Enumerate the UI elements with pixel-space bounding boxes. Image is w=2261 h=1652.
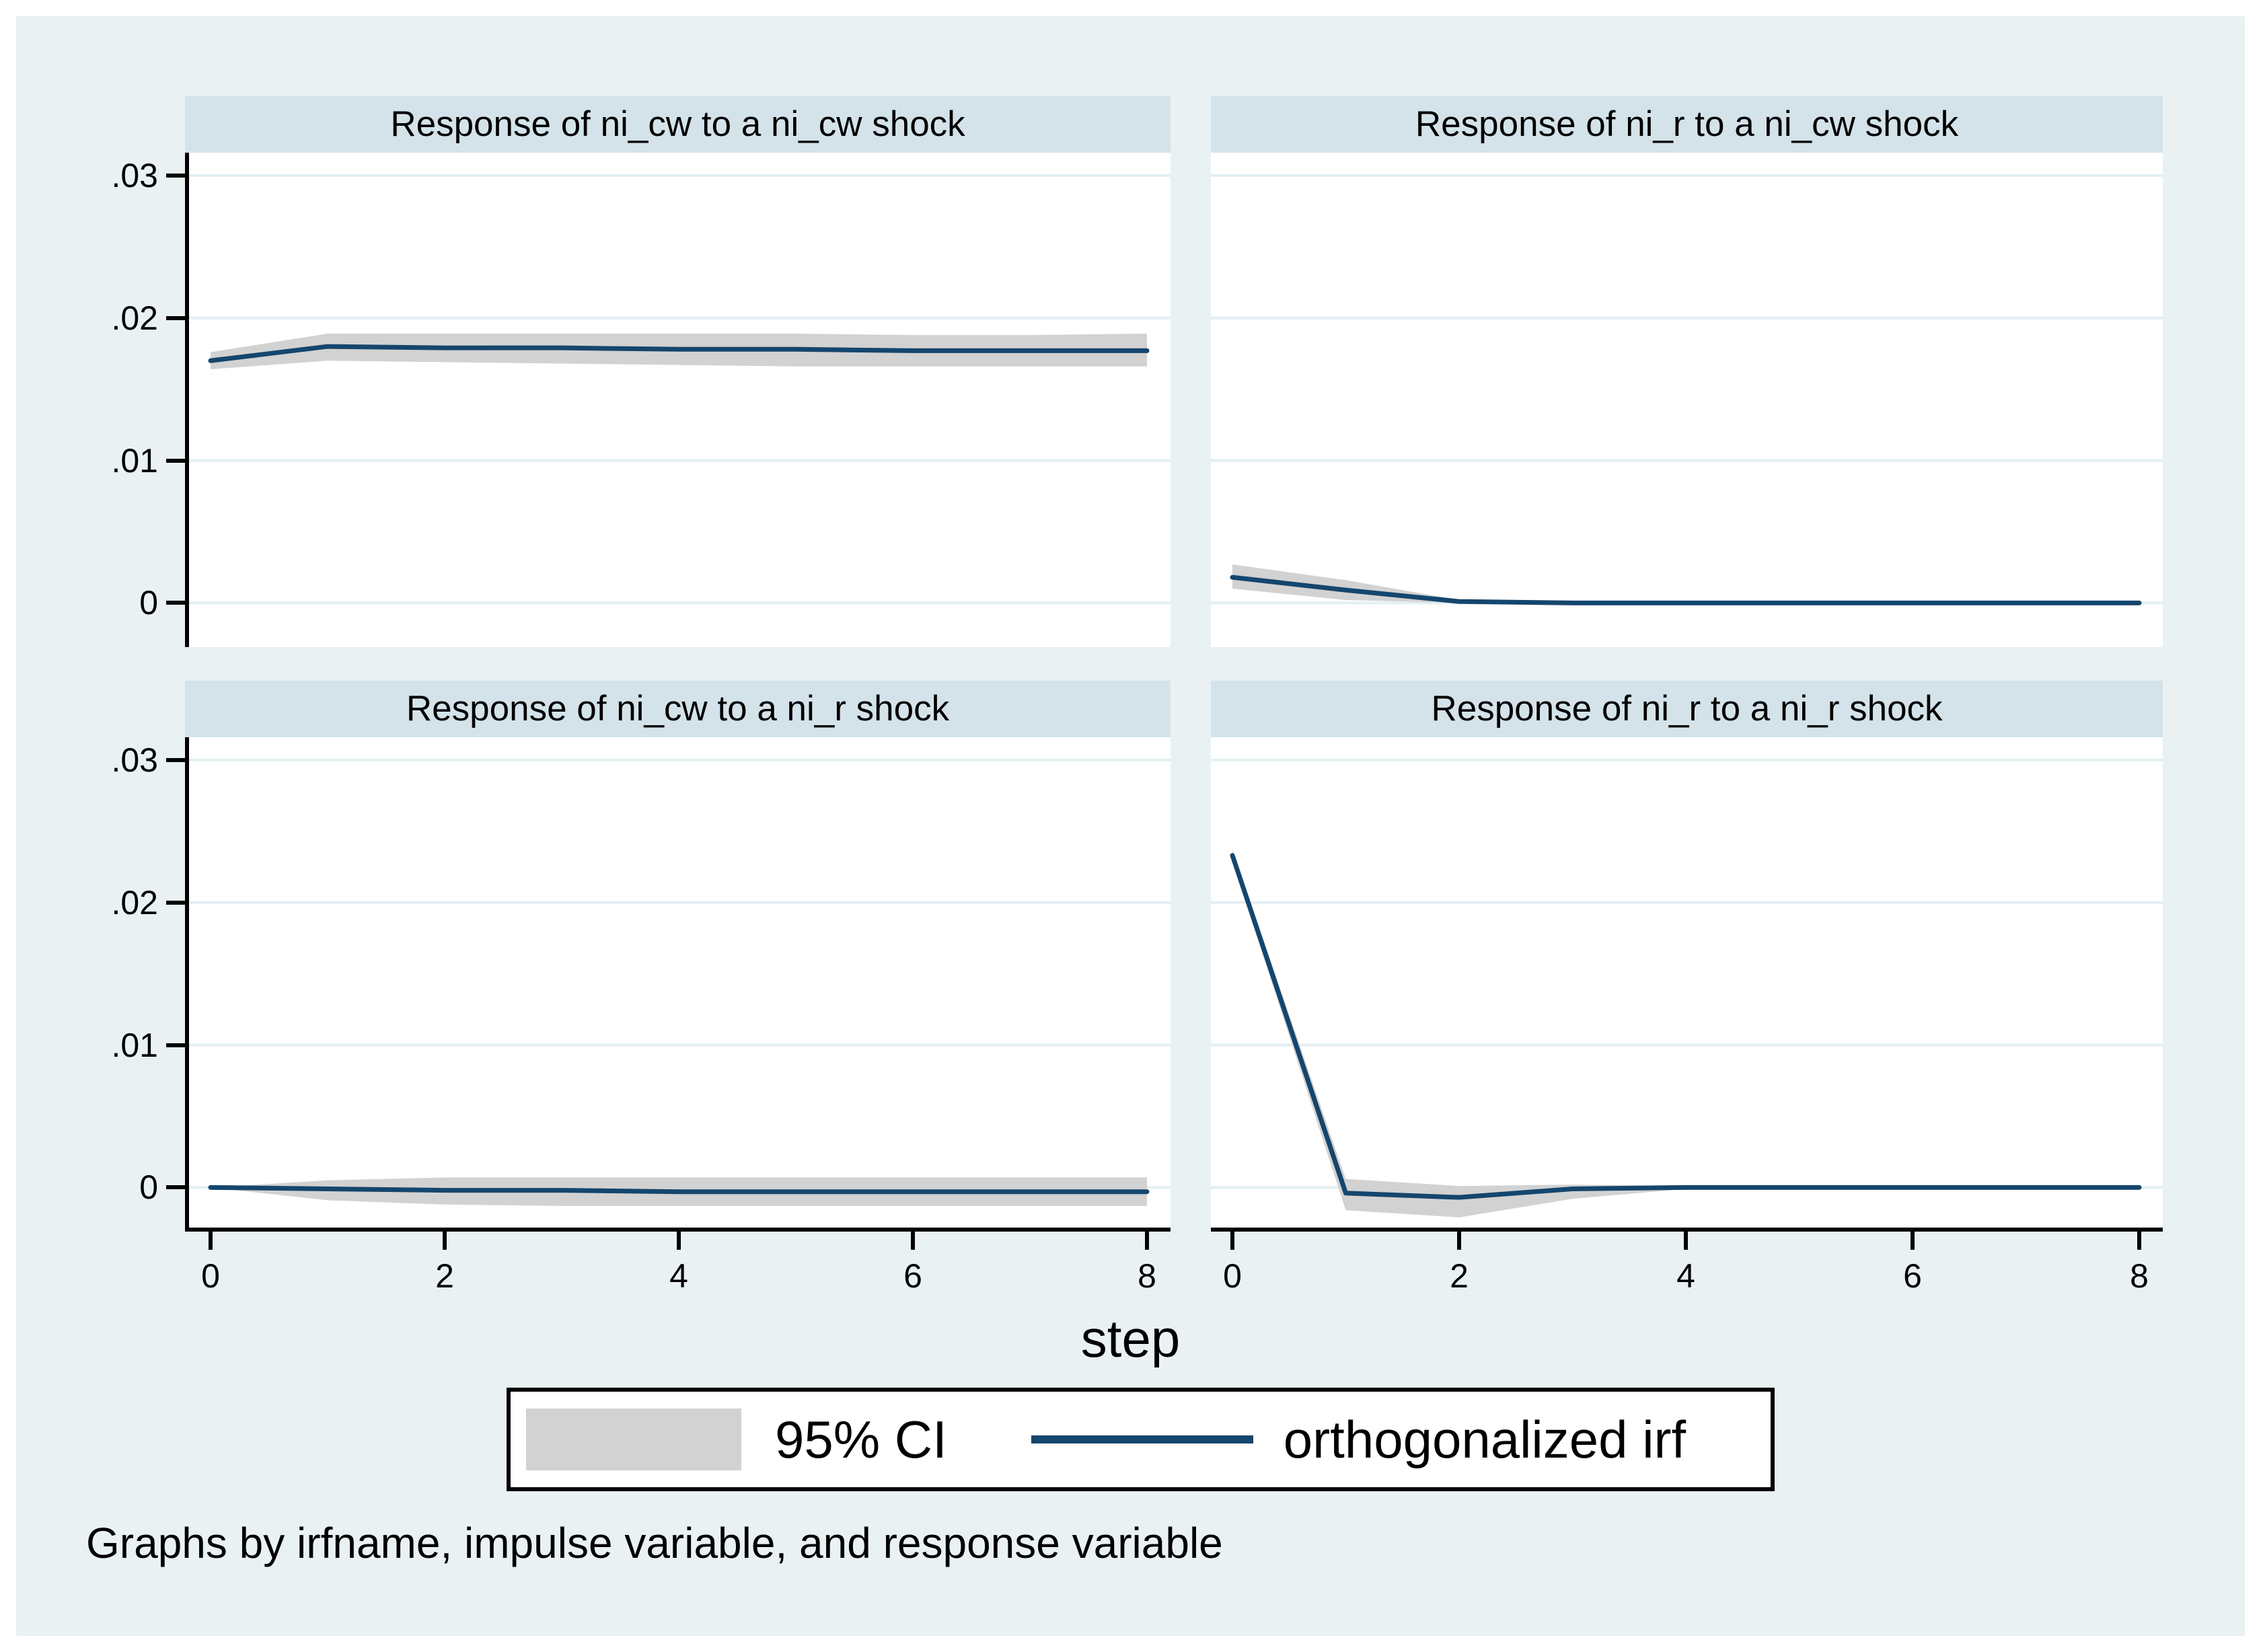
irf-legend-label: orthogonalized irf [1283, 1409, 1687, 1469]
x-axis-tick [1457, 1232, 1461, 1250]
panel-title-ni_r-ni_r: Response of ni_r to a ni_r shock [1211, 681, 2163, 737]
x-tick-label: 8 [2130, 1257, 2149, 1295]
panel-plot-ni_r-ni_cw [1211, 153, 2163, 647]
ci-band-swatch [526, 1409, 741, 1470]
y-axis-tick [166, 757, 185, 762]
x-axis-tick [1145, 1232, 1149, 1250]
y-tick-label: .03 [111, 741, 158, 779]
y-axis-tick [166, 458, 185, 463]
legend: 95% CI orthogonalized irf [507, 1388, 1775, 1491]
x-axis-tick [677, 1232, 681, 1250]
x-axis-tick [443, 1232, 447, 1250]
x-tick-label: 2 [435, 1257, 454, 1295]
y-tick-label: .02 [111, 883, 158, 922]
irf-line-swatch [1031, 1435, 1253, 1443]
y-axis-tick [166, 601, 185, 605]
y-axis-tick [166, 1185, 185, 1190]
x-tick-label: 4 [1676, 1257, 1695, 1295]
y-tick-label: .02 [111, 299, 158, 337]
y-axis-tick [166, 1043, 185, 1047]
ci-legend-label: 95% CI [775, 1409, 947, 1469]
x-tick-label: 2 [1450, 1257, 1469, 1295]
panel-title-ni_cw-ni_cw: Response of ni_cw to a ni_cw shock [185, 96, 1171, 153]
x-axis-tick [1230, 1232, 1234, 1250]
x-tick-label: 6 [1903, 1257, 1922, 1295]
y-tick-label: .01 [111, 441, 158, 480]
x-axis-tick [2137, 1232, 2141, 1250]
y-tick-label: .01 [111, 1026, 158, 1064]
x-axis-tick [209, 1232, 213, 1250]
y-axis-tick [166, 900, 185, 905]
panel-title-ni_cw-ni_r: Response of ni_cw to a ni_r shock [185, 681, 1171, 737]
x-tick-label: 0 [1223, 1257, 1242, 1295]
x-tick-label: 4 [669, 1257, 688, 1295]
y-axis-tick [166, 315, 185, 320]
x-tick-label: 6 [903, 1257, 922, 1295]
panel-title-ni_r-ni_cw: Response of ni_r to a ni_cw shock [1211, 96, 2163, 153]
y-tick-label: 0 [139, 1168, 158, 1207]
y-tick-label: 0 [139, 584, 158, 622]
panel-plot-ni_r-ni_r [1211, 737, 2163, 1232]
panel-plot-ni_cw-ni_r [185, 737, 1171, 1232]
x-tick-label: 8 [1138, 1257, 1156, 1295]
x-axis-tick [1911, 1232, 1915, 1250]
x-axis-title: step [1080, 1309, 1181, 1368]
panel-plot-ni_cw-ni_cw [185, 153, 1171, 647]
x-tick-label: 0 [201, 1257, 220, 1295]
graph-note: Graphs by irfname, impulse variable, and… [86, 1519, 1223, 1567]
y-tick-label: .03 [111, 156, 158, 194]
y-axis-tick [166, 173, 185, 178]
x-axis-tick [1684, 1232, 1688, 1250]
x-axis-tick [911, 1232, 915, 1250]
